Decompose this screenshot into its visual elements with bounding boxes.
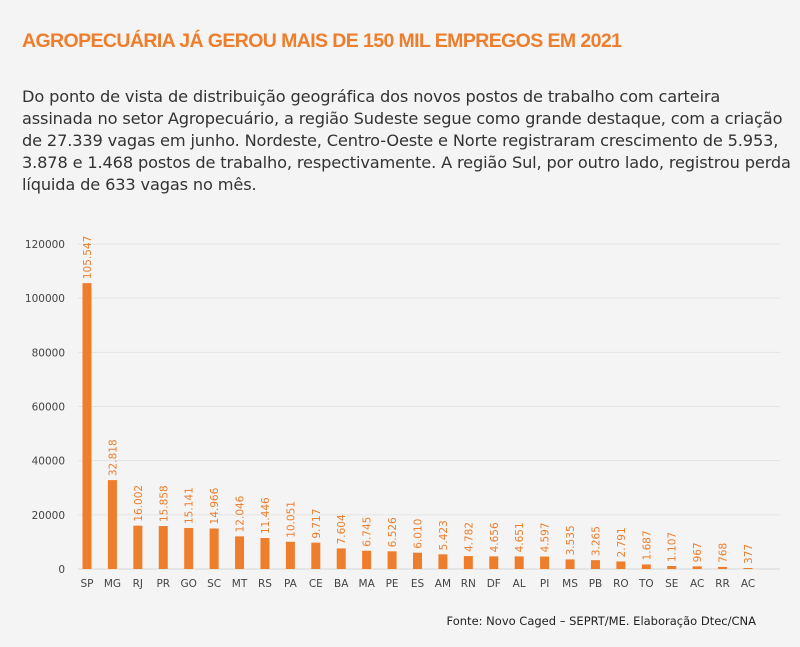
bar <box>82 283 92 569</box>
bar <box>438 554 448 569</box>
data-label: 15.141 <box>184 487 196 524</box>
bar <box>590 560 600 569</box>
bar <box>209 528 219 569</box>
source-note: Fonte: Novo Caged – SEPRT/ME. Elaboração… <box>446 614 756 628</box>
y-tick-label: 20000 <box>32 510 65 522</box>
bar <box>235 536 245 569</box>
data-label: 12.046 <box>235 495 247 532</box>
data-label: 1.687 <box>641 530 653 560</box>
bar <box>616 561 626 569</box>
data-label: 3.535 <box>565 525 577 555</box>
y-tick-label: 80000 <box>32 347 65 359</box>
bar <box>336 548 346 569</box>
data-label: 9.717 <box>311 509 323 539</box>
y-tick-label: 60000 <box>32 402 65 414</box>
y-tick-label: 0 <box>58 564 65 576</box>
data-label: 967 <box>692 542 704 562</box>
bar <box>514 556 524 569</box>
x-tick-label: SC <box>207 578 221 590</box>
x-tick-label: PA <box>284 578 298 590</box>
page-title: AGROPECUÁRIA JÁ GEROU MAIS DE 150 MIL EM… <box>22 30 622 52</box>
bar <box>362 550 372 569</box>
data-label: 1.107 <box>667 532 679 562</box>
bar <box>184 527 194 569</box>
bar <box>387 551 397 569</box>
bar <box>743 567 753 569</box>
data-label: 105.547 <box>82 236 94 279</box>
data-label: 14.966 <box>209 487 221 524</box>
data-label: 6.745 <box>362 517 374 547</box>
data-label: 6.526 <box>387 517 399 547</box>
x-tick-label: ES <box>411 578 425 590</box>
data-label: 377 <box>743 544 755 564</box>
x-tick-label: PI <box>540 578 549 590</box>
x-tick-label: AC <box>741 578 755 590</box>
x-tick-label: MT <box>232 578 248 590</box>
x-tick-label: PR <box>156 578 170 590</box>
y-tick-label: 40000 <box>32 456 65 468</box>
x-tick-label: MG <box>104 578 121 590</box>
data-label: 16.002 <box>133 485 145 522</box>
x-tick-label: RO <box>613 578 629 590</box>
x-tick-label: GO <box>180 578 196 590</box>
x-tick-label: CE <box>309 578 323 590</box>
bar <box>692 566 702 569</box>
bar <box>158 526 168 569</box>
x-tick-label: AM <box>435 578 451 590</box>
bar <box>540 556 550 569</box>
x-tick-label: SE <box>665 578 678 590</box>
x-tick-label: RJ <box>133 578 143 590</box>
data-label: 11.446 <box>260 497 272 534</box>
data-label: 4.782 <box>463 522 475 552</box>
intro-paragraph: Do ponto de vista de distribuição geográ… <box>22 87 791 194</box>
bar <box>311 542 321 569</box>
x-tick-label: TO <box>638 578 654 590</box>
y-tick-label: 120000 <box>25 239 65 251</box>
bar <box>489 556 499 569</box>
bar <box>718 566 728 569</box>
x-tick-label: BA <box>334 578 349 590</box>
bar <box>463 556 473 569</box>
data-label: 4.651 <box>514 522 526 552</box>
data-label: 768 <box>718 543 730 563</box>
bar <box>413 552 422 569</box>
y-tick-label: 100000 <box>25 293 65 305</box>
x-tick-label: AL <box>513 578 526 590</box>
bar <box>133 525 143 569</box>
x-tick-label: DF <box>487 578 501 590</box>
data-label: 5.423 <box>438 520 450 550</box>
data-label: 10.051 <box>285 501 297 538</box>
data-label: 7.604 <box>336 514 348 544</box>
data-label: 3.265 <box>590 526 602 556</box>
bar <box>641 564 651 569</box>
bar <box>107 480 117 569</box>
x-tick-label: MA <box>359 578 376 590</box>
bar <box>260 538 270 569</box>
data-label: 2.791 <box>616 527 628 557</box>
bar <box>285 541 295 569</box>
data-label: 32.818 <box>107 439 119 476</box>
bar <box>565 559 575 569</box>
x-tick-label: PE <box>386 578 399 590</box>
bar <box>667 566 677 569</box>
data-label: 6.010 <box>413 519 425 549</box>
data-label: 4.656 <box>489 522 501 552</box>
x-tick-label: MS <box>562 578 578 590</box>
data-label: 15.858 <box>158 485 170 522</box>
x-tick-label: RR <box>715 578 730 590</box>
x-tick-label: RS <box>258 578 272 590</box>
data-label: 4.597 <box>540 522 552 552</box>
x-tick-label: AC <box>690 578 704 590</box>
x-tick-label: SP <box>81 578 94 590</box>
x-tick-label: PB <box>589 578 603 590</box>
x-tick-label: RN <box>461 578 476 590</box>
